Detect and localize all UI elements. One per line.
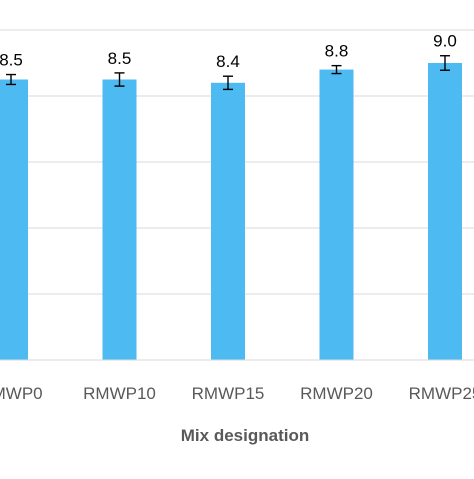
error-bar bbox=[223, 75, 233, 91]
data-label: 8.8 bbox=[325, 42, 349, 61]
error-bar bbox=[6, 73, 16, 86]
x-tick-labels: RMWP0 RMWP10 RMWP15 RMWP20 RMWP25 bbox=[0, 384, 474, 403]
x-tick-label: RMWP15 bbox=[192, 384, 265, 403]
bars bbox=[0, 63, 462, 361]
x-axis-title: Mix designation bbox=[181, 426, 309, 445]
data-labels: 8.5 8.5 8.4 8.8 9.0 bbox=[0, 32, 457, 71]
x-tick-label: RMWP20 bbox=[300, 384, 373, 403]
error-bar bbox=[331, 64, 342, 75]
data-label: 8.5 bbox=[108, 49, 132, 68]
bar bbox=[0, 79, 28, 360]
error-bar bbox=[440, 55, 450, 71]
bar bbox=[319, 69, 354, 360]
error-bar bbox=[114, 72, 125, 87]
bar bbox=[211, 82, 245, 361]
error-bars bbox=[6, 55, 450, 91]
data-label: 9.0 bbox=[433, 32, 457, 51]
data-label: 8.5 bbox=[0, 51, 23, 70]
x-tick-label: RMWP0 bbox=[0, 384, 43, 403]
data-label: 8.4 bbox=[216, 52, 240, 71]
bar bbox=[428, 63, 462, 360]
bar bbox=[102, 79, 137, 360]
x-tick-label: RMWP10 bbox=[83, 384, 156, 403]
x-tick-label: RMWP25 bbox=[409, 384, 474, 403]
